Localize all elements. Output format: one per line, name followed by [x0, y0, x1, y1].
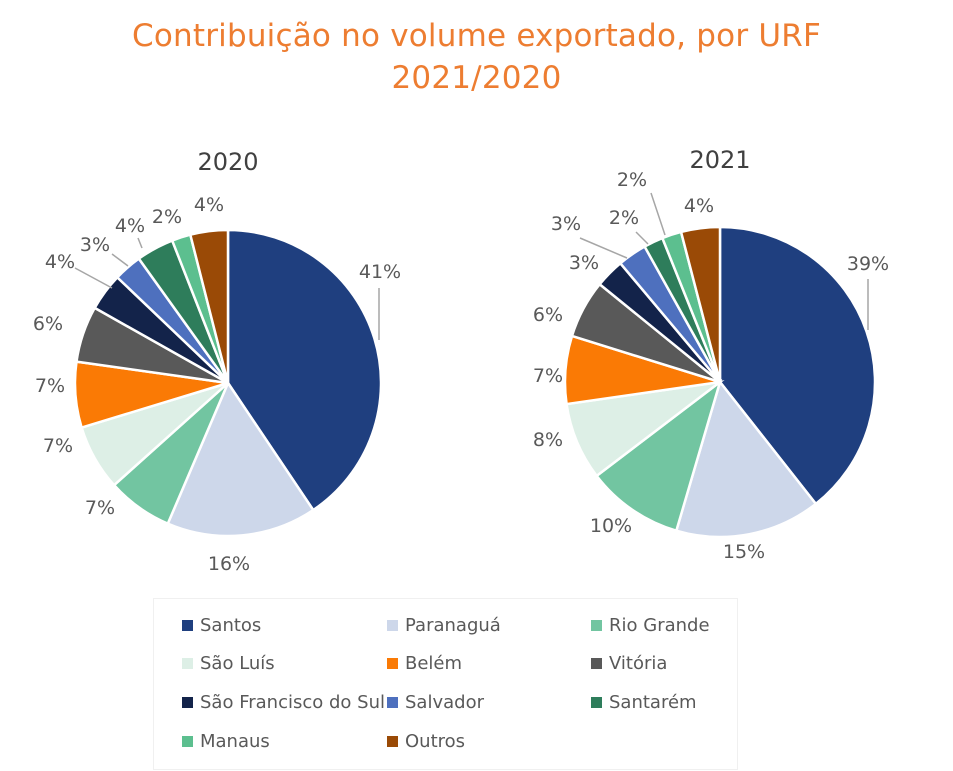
legend-item: Santos — [182, 615, 261, 636]
chart-subtitle: 2021/2020 — [391, 60, 562, 96]
legend-label: Vitória — [609, 653, 668, 674]
legend-swatch — [387, 620, 398, 631]
legend-item: São Luís — [182, 653, 275, 674]
leader-line — [579, 237, 628, 259]
pie-title: 2020 — [197, 148, 258, 176]
legend-swatch — [591, 658, 602, 669]
data-label: 41% — [359, 261, 401, 283]
pie-slice-paranaguá — [674, 379, 818, 539]
legend-swatch — [182, 658, 193, 669]
data-label: 6% — [533, 304, 563, 326]
legend-swatch — [387, 736, 398, 747]
data-label: 7% — [85, 497, 115, 519]
leader-line — [111, 253, 129, 267]
data-label: 4% — [684, 195, 714, 217]
legend-swatch — [387, 697, 398, 708]
legend-item: São Francisco do Sul — [182, 692, 385, 713]
leader-line — [635, 231, 649, 245]
leader-line — [74, 267, 113, 289]
leader-line — [650, 192, 666, 236]
data-label: 2% — [617, 169, 647, 191]
legend: Santos Paranaguá Rio Grande São Luís Belém Vi… — [153, 598, 738, 770]
pie-slice-santos — [718, 225, 877, 506]
legend-swatch — [591, 697, 602, 708]
pie-title: 2021 — [689, 146, 750, 174]
pie-chart-2021: 2021 39% 15% 10% 8% 7% 6% 3% 3% 2% 2% 4% — [533, 146, 889, 563]
data-label: 4% — [194, 194, 224, 216]
legend-label: Santos — [200, 615, 262, 636]
data-label: 3% — [551, 213, 581, 235]
legend-swatch — [387, 658, 398, 669]
data-label: 4% — [115, 215, 145, 237]
pie-slice-outros — [188, 228, 230, 384]
data-label: 4% — [45, 251, 75, 273]
leader-line — [137, 237, 143, 249]
legend-item: Outros — [387, 731, 465, 752]
legend-item: Manaus — [182, 731, 270, 752]
data-label: 2% — [609, 207, 639, 229]
data-label: 3% — [80, 234, 110, 256]
legend-label: Paranaguá — [405, 615, 501, 636]
legend-label: Outros — [405, 731, 466, 752]
data-label: 10% — [590, 515, 632, 537]
legend-label: Rio Grande — [609, 615, 710, 636]
legend-item: Vitória — [591, 653, 667, 674]
data-label: 16% — [208, 553, 250, 575]
legend-swatch — [182, 620, 193, 631]
data-label: 15% — [723, 541, 765, 563]
legend-label: São Luís — [200, 653, 275, 674]
chart-title: Contribuição no volume exportado, por UR… — [131, 18, 821, 54]
legend-item: Santarém — [591, 692, 697, 713]
data-label: 7% — [35, 375, 65, 397]
legend-item: Salvador — [387, 692, 484, 713]
legend-label: São Francisco do Sul — [200, 692, 385, 713]
legend-swatch — [182, 697, 193, 708]
legend-label: Santarém — [609, 692, 697, 713]
pie-slice-rio-grande — [594, 378, 723, 533]
data-label: 2% — [152, 206, 182, 228]
legend-label: Belém — [405, 653, 463, 674]
legend-item: Rio Grande — [591, 615, 710, 636]
legend-label: Manaus — [200, 731, 270, 752]
legend-swatch — [591, 620, 602, 631]
pie-slice-santos — [226, 228, 383, 512]
legend-swatch — [182, 736, 193, 747]
legend-item: Belém — [387, 653, 462, 674]
data-label: 39% — [847, 253, 889, 275]
data-label: 6% — [33, 313, 63, 335]
pie-slice-outros — [679, 225, 722, 383]
data-label: 7% — [533, 365, 563, 387]
data-label: 7% — [43, 435, 73, 457]
legend-item: Paranaguá — [387, 615, 501, 636]
data-label: 8% — [533, 429, 563, 451]
pie-slice-paranaguá — [166, 380, 315, 538]
legend-label: Salvador — [405, 692, 484, 713]
data-label: 3% — [569, 252, 599, 274]
